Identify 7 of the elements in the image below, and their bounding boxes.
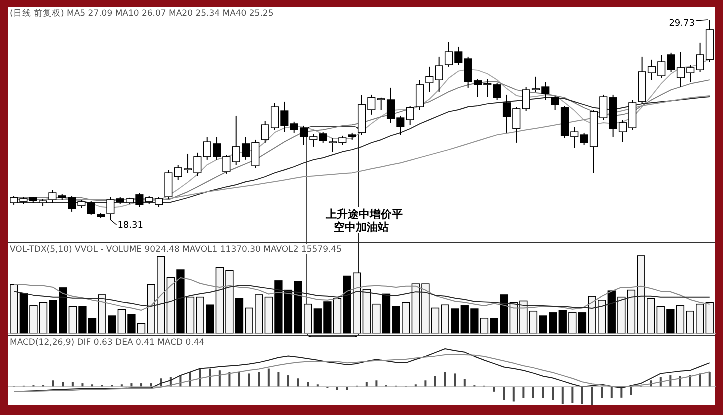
- text: 空中加油站: [334, 221, 389, 234]
- annotation: 上升途中增价平: [325, 208, 403, 221]
- annotation: 29.73: [669, 19, 695, 29]
- chart-title: MACD(12,26,9) DIF 0.63 DEA 0.41 MACD 0.44: [10, 338, 205, 348]
- chart-title: VOL-TDX(5,10) VVOL - VOLUME 9024.48 MAVOL1 11370.30 MAVOL2 15579.45: [10, 245, 342, 255]
- text: 18.31: [118, 221, 144, 231]
- chart-title: (日线 前复权) MA5 27.09 MA10 26.07 MA20 25.34 MA40 25.25: [10, 8, 274, 19]
